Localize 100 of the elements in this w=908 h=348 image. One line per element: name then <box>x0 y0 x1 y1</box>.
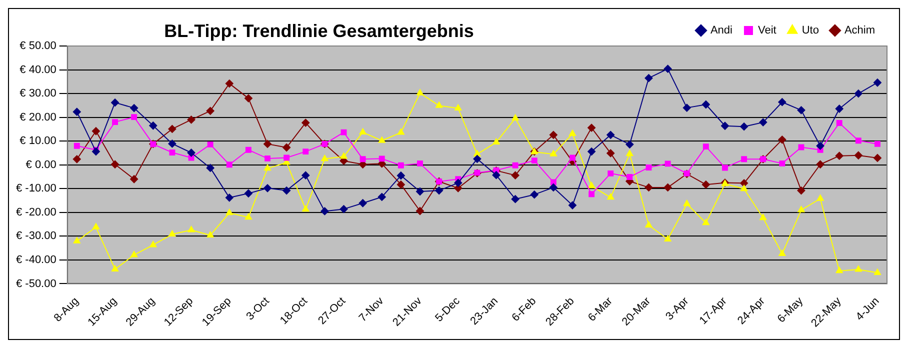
point <box>570 154 576 161</box>
point <box>207 141 214 148</box>
point <box>282 144 291 152</box>
point <box>588 148 596 156</box>
point <box>702 144 709 150</box>
point <box>646 164 652 170</box>
point <box>416 187 424 196</box>
point <box>644 183 653 192</box>
point <box>550 150 557 156</box>
point <box>187 148 196 157</box>
point <box>149 122 158 130</box>
y-tick-label: € -30.00 <box>16 230 56 242</box>
point <box>606 130 615 139</box>
y-tick-label: € -50.00 <box>16 278 56 290</box>
point <box>798 144 804 150</box>
point <box>798 206 805 212</box>
point <box>512 114 519 121</box>
point <box>92 148 100 156</box>
point <box>740 179 748 188</box>
point <box>111 265 119 272</box>
y-tick-label: € 40.00 <box>20 64 56 76</box>
point <box>626 174 633 180</box>
point <box>435 186 444 195</box>
point <box>702 100 710 108</box>
point <box>645 221 652 228</box>
point <box>682 104 691 112</box>
chart-title: BL-Tipp: Trendlinie Gesamtergebnis <box>163 21 475 42</box>
point <box>417 160 423 166</box>
point <box>244 189 252 198</box>
point <box>492 171 500 180</box>
point <box>511 195 520 204</box>
point <box>168 124 176 133</box>
point <box>568 201 576 210</box>
point <box>549 130 558 139</box>
point <box>836 266 843 274</box>
point <box>720 122 729 130</box>
y-tick-label: € -10.00 <box>16 182 56 195</box>
y-tick-label: € 10.00 <box>20 135 56 148</box>
point <box>588 124 596 132</box>
point <box>168 140 176 148</box>
point <box>779 160 786 166</box>
point <box>606 149 615 158</box>
point <box>264 164 272 171</box>
point <box>626 150 634 156</box>
point <box>397 128 404 135</box>
point <box>816 194 824 201</box>
point <box>188 226 195 232</box>
point <box>568 130 576 136</box>
point <box>664 160 671 167</box>
point <box>740 122 748 131</box>
point <box>873 154 882 162</box>
point <box>244 213 252 220</box>
point <box>454 178 462 187</box>
point <box>244 94 252 102</box>
legend-label: Veit <box>758 24 776 37</box>
point <box>626 140 634 148</box>
point <box>112 119 118 126</box>
point <box>778 250 786 256</box>
point <box>588 191 595 198</box>
point <box>531 158 538 164</box>
point <box>740 184 748 192</box>
point <box>378 136 386 143</box>
point <box>550 179 556 186</box>
point <box>130 175 138 184</box>
point <box>187 116 196 124</box>
point <box>835 104 844 113</box>
point <box>378 156 385 162</box>
point <box>760 214 767 220</box>
point <box>836 120 842 126</box>
point <box>473 154 482 163</box>
point <box>150 240 157 248</box>
point <box>797 186 806 195</box>
point <box>816 142 824 150</box>
point <box>702 218 710 226</box>
point <box>92 127 100 136</box>
point <box>111 160 120 168</box>
point <box>321 154 328 162</box>
point <box>874 140 880 147</box>
point <box>360 156 366 162</box>
point <box>73 237 80 244</box>
point <box>225 80 234 88</box>
point <box>92 223 100 230</box>
point <box>644 74 653 82</box>
point <box>778 98 786 106</box>
point <box>664 235 672 242</box>
point <box>854 90 862 98</box>
y-tick-label: € -20.00 <box>16 206 56 218</box>
point <box>302 205 310 212</box>
y-tick-label: € 50.00 <box>20 40 56 52</box>
point <box>854 265 862 272</box>
point <box>549 183 558 192</box>
point <box>340 129 347 136</box>
point <box>512 162 518 168</box>
point <box>416 89 424 96</box>
point <box>511 171 520 180</box>
point <box>168 230 176 237</box>
point <box>340 205 348 214</box>
point <box>816 160 824 168</box>
point <box>759 118 768 126</box>
point <box>741 156 748 162</box>
